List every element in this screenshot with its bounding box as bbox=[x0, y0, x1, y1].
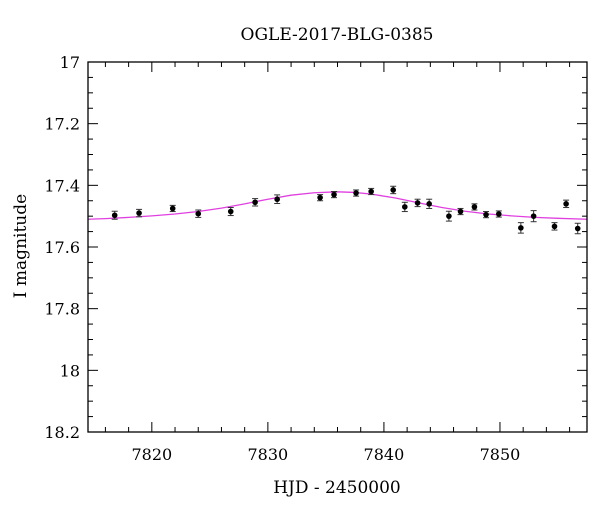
data-point bbox=[445, 210, 452, 222]
y-tick-label: 17 bbox=[60, 53, 80, 72]
data-point bbox=[401, 201, 408, 213]
point-marker bbox=[136, 210, 142, 216]
point-marker bbox=[530, 213, 537, 219]
data-point bbox=[551, 222, 558, 231]
plot-frame bbox=[87, 61, 588, 433]
x-tick-label: 7820 bbox=[131, 445, 172, 464]
point-marker bbox=[111, 212, 118, 219]
point-marker bbox=[457, 208, 464, 215]
x-tick-label: 7840 bbox=[364, 445, 405, 464]
model-curve bbox=[87, 191, 588, 220]
data-point bbox=[111, 210, 118, 220]
x-axis-label: HJD - 2450000 bbox=[273, 478, 401, 498]
data-point bbox=[563, 199, 570, 209]
point-marker bbox=[518, 225, 524, 231]
x-tick-label: 7850 bbox=[480, 445, 521, 464]
data-point bbox=[227, 207, 234, 217]
x-tick-label: 7830 bbox=[248, 445, 289, 464]
tick-labels: 7820 7830 7840 7850 17 17.2 17.4 17.6 17.8 18 18.2 bbox=[44, 53, 520, 464]
data-point bbox=[390, 185, 397, 195]
point-marker bbox=[353, 190, 359, 196]
point-marker bbox=[414, 200, 421, 206]
point-marker bbox=[483, 211, 489, 218]
point-marker bbox=[227, 208, 234, 215]
point-marker bbox=[563, 201, 569, 207]
y-axis-label: I magnitude bbox=[11, 194, 31, 298]
point-marker bbox=[169, 205, 176, 212]
data-point bbox=[136, 208, 143, 218]
point-marker bbox=[426, 201, 432, 207]
point-marker bbox=[551, 223, 558, 230]
data-point bbox=[414, 198, 421, 208]
data-point bbox=[495, 210, 502, 218]
chart-title: OGLE-2017-BLG-0385 bbox=[241, 25, 434, 45]
point-marker bbox=[471, 204, 478, 210]
data-point bbox=[530, 210, 537, 223]
data-point bbox=[483, 211, 490, 219]
data-point bbox=[368, 187, 375, 196]
y-tick-label: 17.8 bbox=[44, 300, 80, 319]
data-point bbox=[317, 194, 324, 202]
data-point bbox=[169, 204, 176, 213]
point-marker bbox=[574, 225, 581, 232]
point-marker bbox=[252, 199, 258, 206]
point-marker bbox=[496, 211, 502, 217]
data-point bbox=[574, 222, 581, 235]
point-marker bbox=[446, 213, 452, 219]
y-tick-label: 17.4 bbox=[44, 176, 80, 195]
data-points bbox=[111, 185, 581, 235]
point-marker bbox=[368, 188, 374, 195]
y-tick-label: 18 bbox=[60, 361, 80, 380]
y-tick-label: 18.2 bbox=[44, 423, 80, 442]
data-point bbox=[353, 189, 360, 197]
data-point bbox=[426, 198, 433, 209]
data-point bbox=[457, 207, 464, 216]
point-marker bbox=[402, 204, 408, 210]
y-tick-label: 17.6 bbox=[44, 238, 80, 257]
data-point bbox=[252, 198, 259, 207]
point-marker bbox=[274, 196, 280, 203]
y-tick-label: 17.2 bbox=[44, 115, 80, 134]
point-marker bbox=[317, 194, 323, 201]
data-point bbox=[517, 222, 524, 234]
data-point bbox=[195, 209, 202, 218]
data-point bbox=[471, 203, 478, 211]
point-marker bbox=[331, 191, 337, 198]
point-marker bbox=[390, 187, 397, 193]
data-point bbox=[274, 194, 281, 205]
point-marker bbox=[195, 210, 202, 217]
axis-ticks bbox=[88, 61, 587, 433]
data-point bbox=[331, 191, 338, 199]
